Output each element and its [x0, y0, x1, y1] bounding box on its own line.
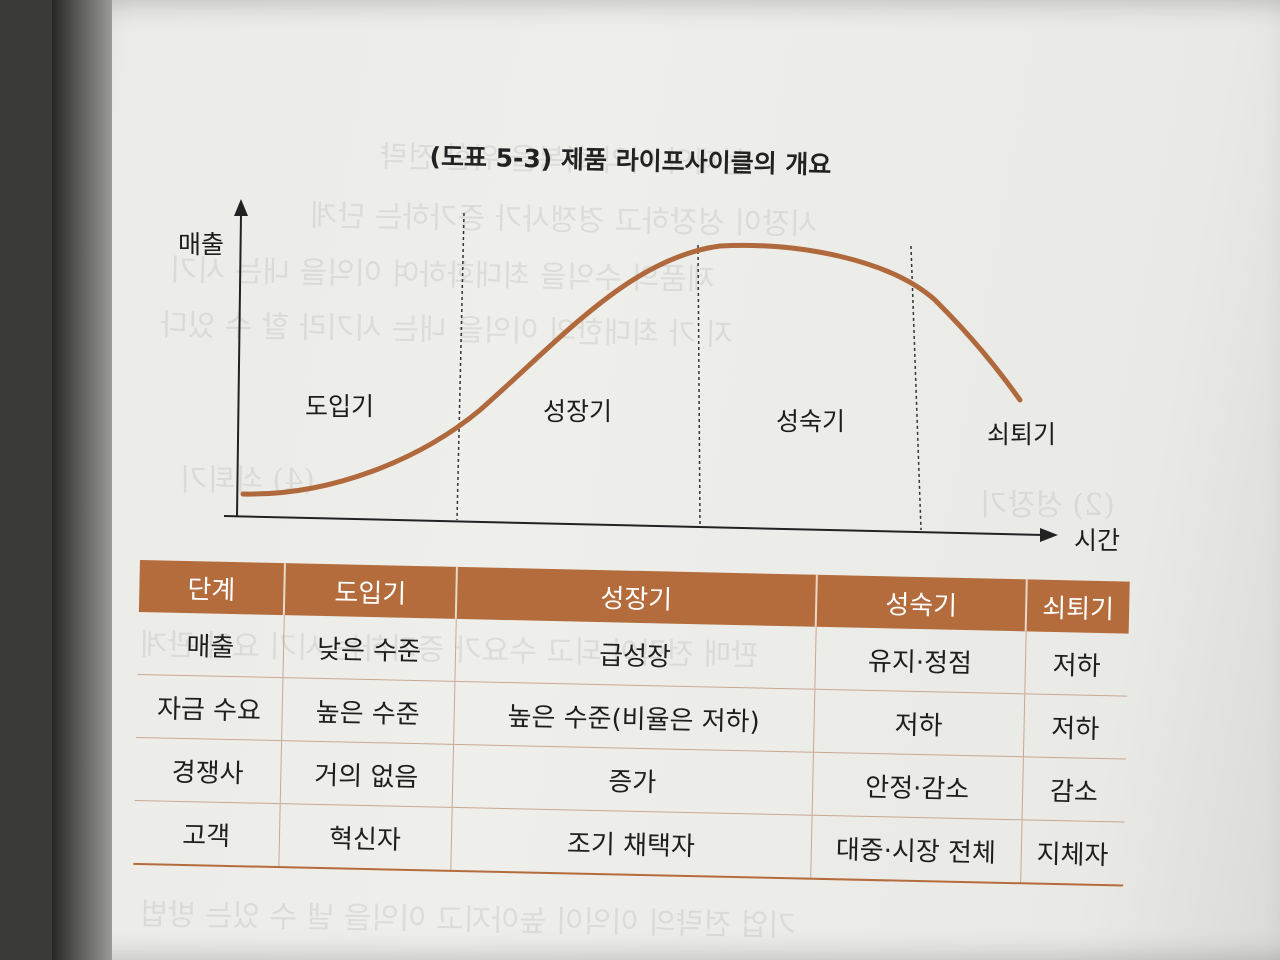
table-cell: 높은 수준 [281, 677, 455, 745]
header-cell: 성장기 [455, 566, 817, 627]
x-axis [223, 515, 1045, 536]
y-axis [236, 213, 242, 517]
table-cell: 저하 [1052, 650, 1101, 682]
row-label-cell: 자금 수요 [136, 674, 283, 741]
stage-divider-2 [697, 244, 701, 526]
y-axis-arrowhead [234, 199, 248, 216]
page-binding-edge [52, 0, 112, 960]
row-label-cell: 경쟁사 [134, 737, 282, 804]
table-cell: 저하 [1022, 693, 1128, 760]
y-axis-label: 매출 [178, 230, 225, 259]
stage-label-decline: 쇠퇴기 [987, 420, 1057, 449]
row-label-cell: 고객 [133, 800, 280, 867]
table-cell: 낮은 수준 [282, 615, 456, 682]
header-cell: 성숙기 [815, 574, 1027, 632]
book-page [52, 0, 1280, 960]
stage-divider-1 [456, 212, 465, 521]
table-cell: 혁신자 [278, 803, 452, 870]
table-cell: 감소 [1021, 756, 1126, 823]
row-label-cell: 매출 [137, 611, 284, 678]
table-cell: 급성장 [454, 618, 816, 690]
lifecycle-table: 단계 도입기 성장기 성숙기 쇠퇴기 매출 낮은 수준 급성장 유지·정점 저하… [133, 560, 1130, 887]
table-cell: 안정·감소 [811, 752, 1023, 820]
stage-label-growth: 성장기 [543, 397, 613, 426]
lifecycle-curve [240, 243, 1023, 497]
table-cell: 대중·시장 전체 [810, 815, 1022, 883]
stage-label-introduction: 도입기 [305, 392, 375, 421]
table-cell: 지체자 [1020, 819, 1125, 885]
x-axis-arrowhead [1040, 528, 1058, 542]
header-cell: 단계 [138, 560, 285, 616]
table-cell: 저하 [812, 689, 1025, 757]
table-cell: 높은 수준(비율은 저하) [453, 681, 815, 753]
table-cell: 유지·정점 [814, 626, 1026, 694]
x-axis-label: 시간 [1074, 526, 1121, 555]
header-cell: 쇠퇴기 [1025, 579, 1130, 634]
table-cell: 조기 채택자 [450, 807, 812, 878]
header-cell: 도입기 [283, 563, 457, 619]
table-cell: 증가 [451, 744, 813, 816]
stage-label-maturity: 성숙기 [776, 407, 846, 436]
stage-divider-3 [910, 245, 922, 531]
table-cell: 거의 없음 [279, 740, 454, 808]
